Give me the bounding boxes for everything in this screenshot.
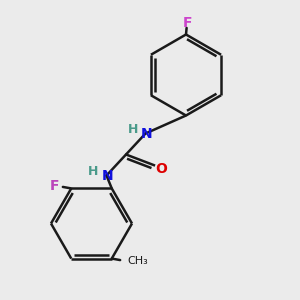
Text: H: H <box>128 123 138 136</box>
Text: O: O <box>155 162 167 176</box>
Text: CH₃: CH₃ <box>128 256 148 266</box>
Text: H: H <box>88 165 98 178</box>
Text: F: F <box>183 16 192 30</box>
Text: N: N <box>101 169 113 182</box>
Text: F: F <box>50 179 59 193</box>
Text: N: N <box>141 127 152 140</box>
